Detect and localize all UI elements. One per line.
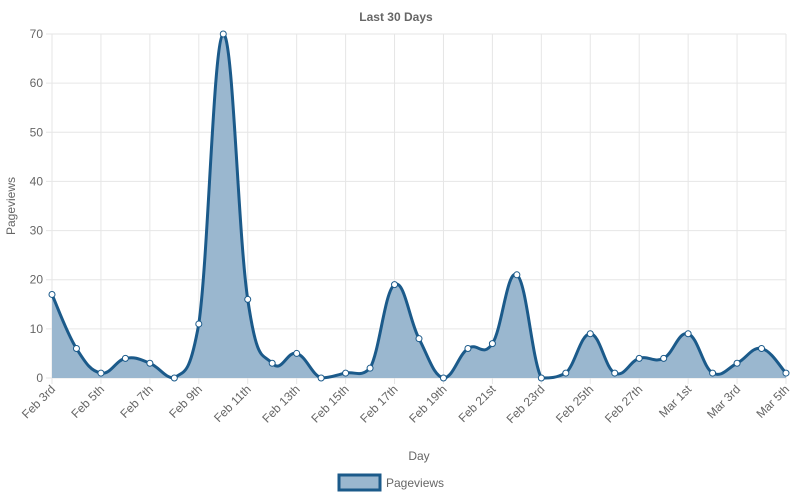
x-tick-label: Feb 25th [553,382,596,425]
x-tick-label: Feb 9th [166,382,205,421]
data-point [195,320,203,328]
x-tick-label: Feb 3rd [19,382,58,421]
data-point [635,354,643,362]
x-tick-label: Feb 11th [211,382,254,425]
data-point [268,359,276,367]
y-tick-label: 30 [30,224,44,238]
x-axis-title: Day [408,449,429,463]
data-point [48,290,56,298]
y-axis-title: Pageviews [4,177,18,235]
data-point [244,295,252,303]
grid-lines [46,33,787,384]
pageviews-area [52,34,786,378]
y-axis-ticks: 0 10 20 30 40 50 60 70 [30,27,44,385]
x-tick-label: Feb 21st [456,382,499,425]
data-point [464,345,472,353]
data-point [586,330,594,338]
x-tick-label: Feb 5th [68,382,107,421]
data-point [219,30,227,38]
y-tick-label: 50 [30,125,44,139]
data-point [121,354,129,362]
data-point [317,374,325,382]
data-point [513,271,521,279]
data-point [72,345,80,353]
data-point [733,359,741,367]
x-tick-label: Feb 17th [357,382,400,425]
data-point [342,369,350,377]
x-tick-label: Feb 15th [308,382,351,425]
data-point [170,374,178,382]
data-point [146,359,154,367]
data-point [709,369,717,377]
legend-swatch-pageviews [337,473,382,492]
data-point [782,369,790,377]
data-point [439,374,447,382]
x-tick-label: Mar 3rd [704,382,743,421]
data-point [758,345,766,353]
x-tick-label: Feb 19th [406,382,449,425]
data-point [684,330,692,338]
data-point [97,369,105,377]
data-point [391,281,399,289]
y-tick-label: 20 [30,273,44,287]
data-point [537,374,545,382]
chart-title: Last 30 Days [359,10,433,24]
data-point [611,369,619,377]
x-axis-ticks: Feb 3rd Feb 5th Feb 7th Feb 9th Feb 11th Feb … [19,382,792,426]
data-point [366,364,374,372]
legend[interactable]: Pageviews [337,473,444,492]
data-point [660,354,668,362]
x-tick-label: Feb 27th [602,382,645,425]
x-tick-label: Mar 5th [753,382,792,421]
data-points [48,30,790,382]
y-tick-label: 40 [30,174,44,188]
x-tick-label: Feb 23rd [504,382,548,426]
data-point [488,340,496,348]
y-tick-label: 60 [30,76,44,90]
y-tick-label: 0 [36,371,43,385]
data-point [562,369,570,377]
data-point [415,335,423,343]
data-point [293,349,301,357]
y-tick-label: 10 [30,322,44,336]
pageviews-line [50,32,788,380]
x-tick-label: Feb 13th [259,382,302,425]
x-tick-label: Feb 7th [117,382,156,421]
legend-label-pageviews: Pageviews [386,476,444,490]
y-tick-label: 70 [30,27,44,41]
x-tick-label: Mar 1st [656,382,695,421]
